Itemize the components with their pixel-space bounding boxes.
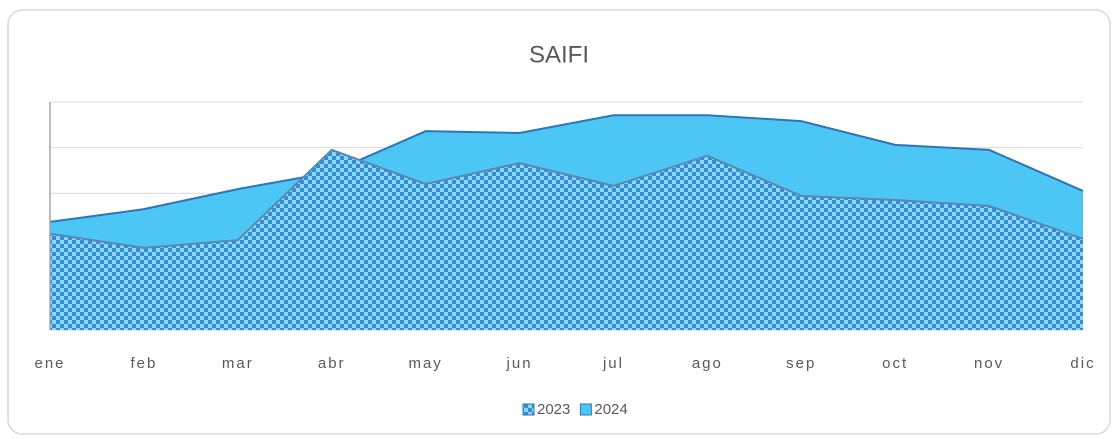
legend-label: 2024 xyxy=(594,401,627,418)
x-tick-label: feb xyxy=(130,355,157,372)
chart-title: SAIFI xyxy=(529,41,589,68)
x-tick-label: oct xyxy=(882,355,908,372)
x-tick-label: ago xyxy=(692,355,723,372)
x-tick-label: jul xyxy=(602,355,624,372)
x-tick-label: dic xyxy=(1070,355,1095,372)
area-line xyxy=(49,114,1084,223)
x-tick-label: nov xyxy=(974,355,1004,372)
x-tick-label: abr xyxy=(318,355,346,372)
legend-swatch xyxy=(522,403,535,416)
x-tick-label: may xyxy=(408,355,442,372)
x-tick-label: mar xyxy=(222,355,254,372)
legend-swatch xyxy=(579,403,592,416)
area xyxy=(50,149,1083,330)
legend-label: 2023 xyxy=(537,401,570,418)
x-tick-label: jun xyxy=(506,355,533,372)
x-tick-label: sep xyxy=(786,355,816,372)
x-tick-label: ene xyxy=(34,355,65,372)
area-line xyxy=(49,148,1084,249)
